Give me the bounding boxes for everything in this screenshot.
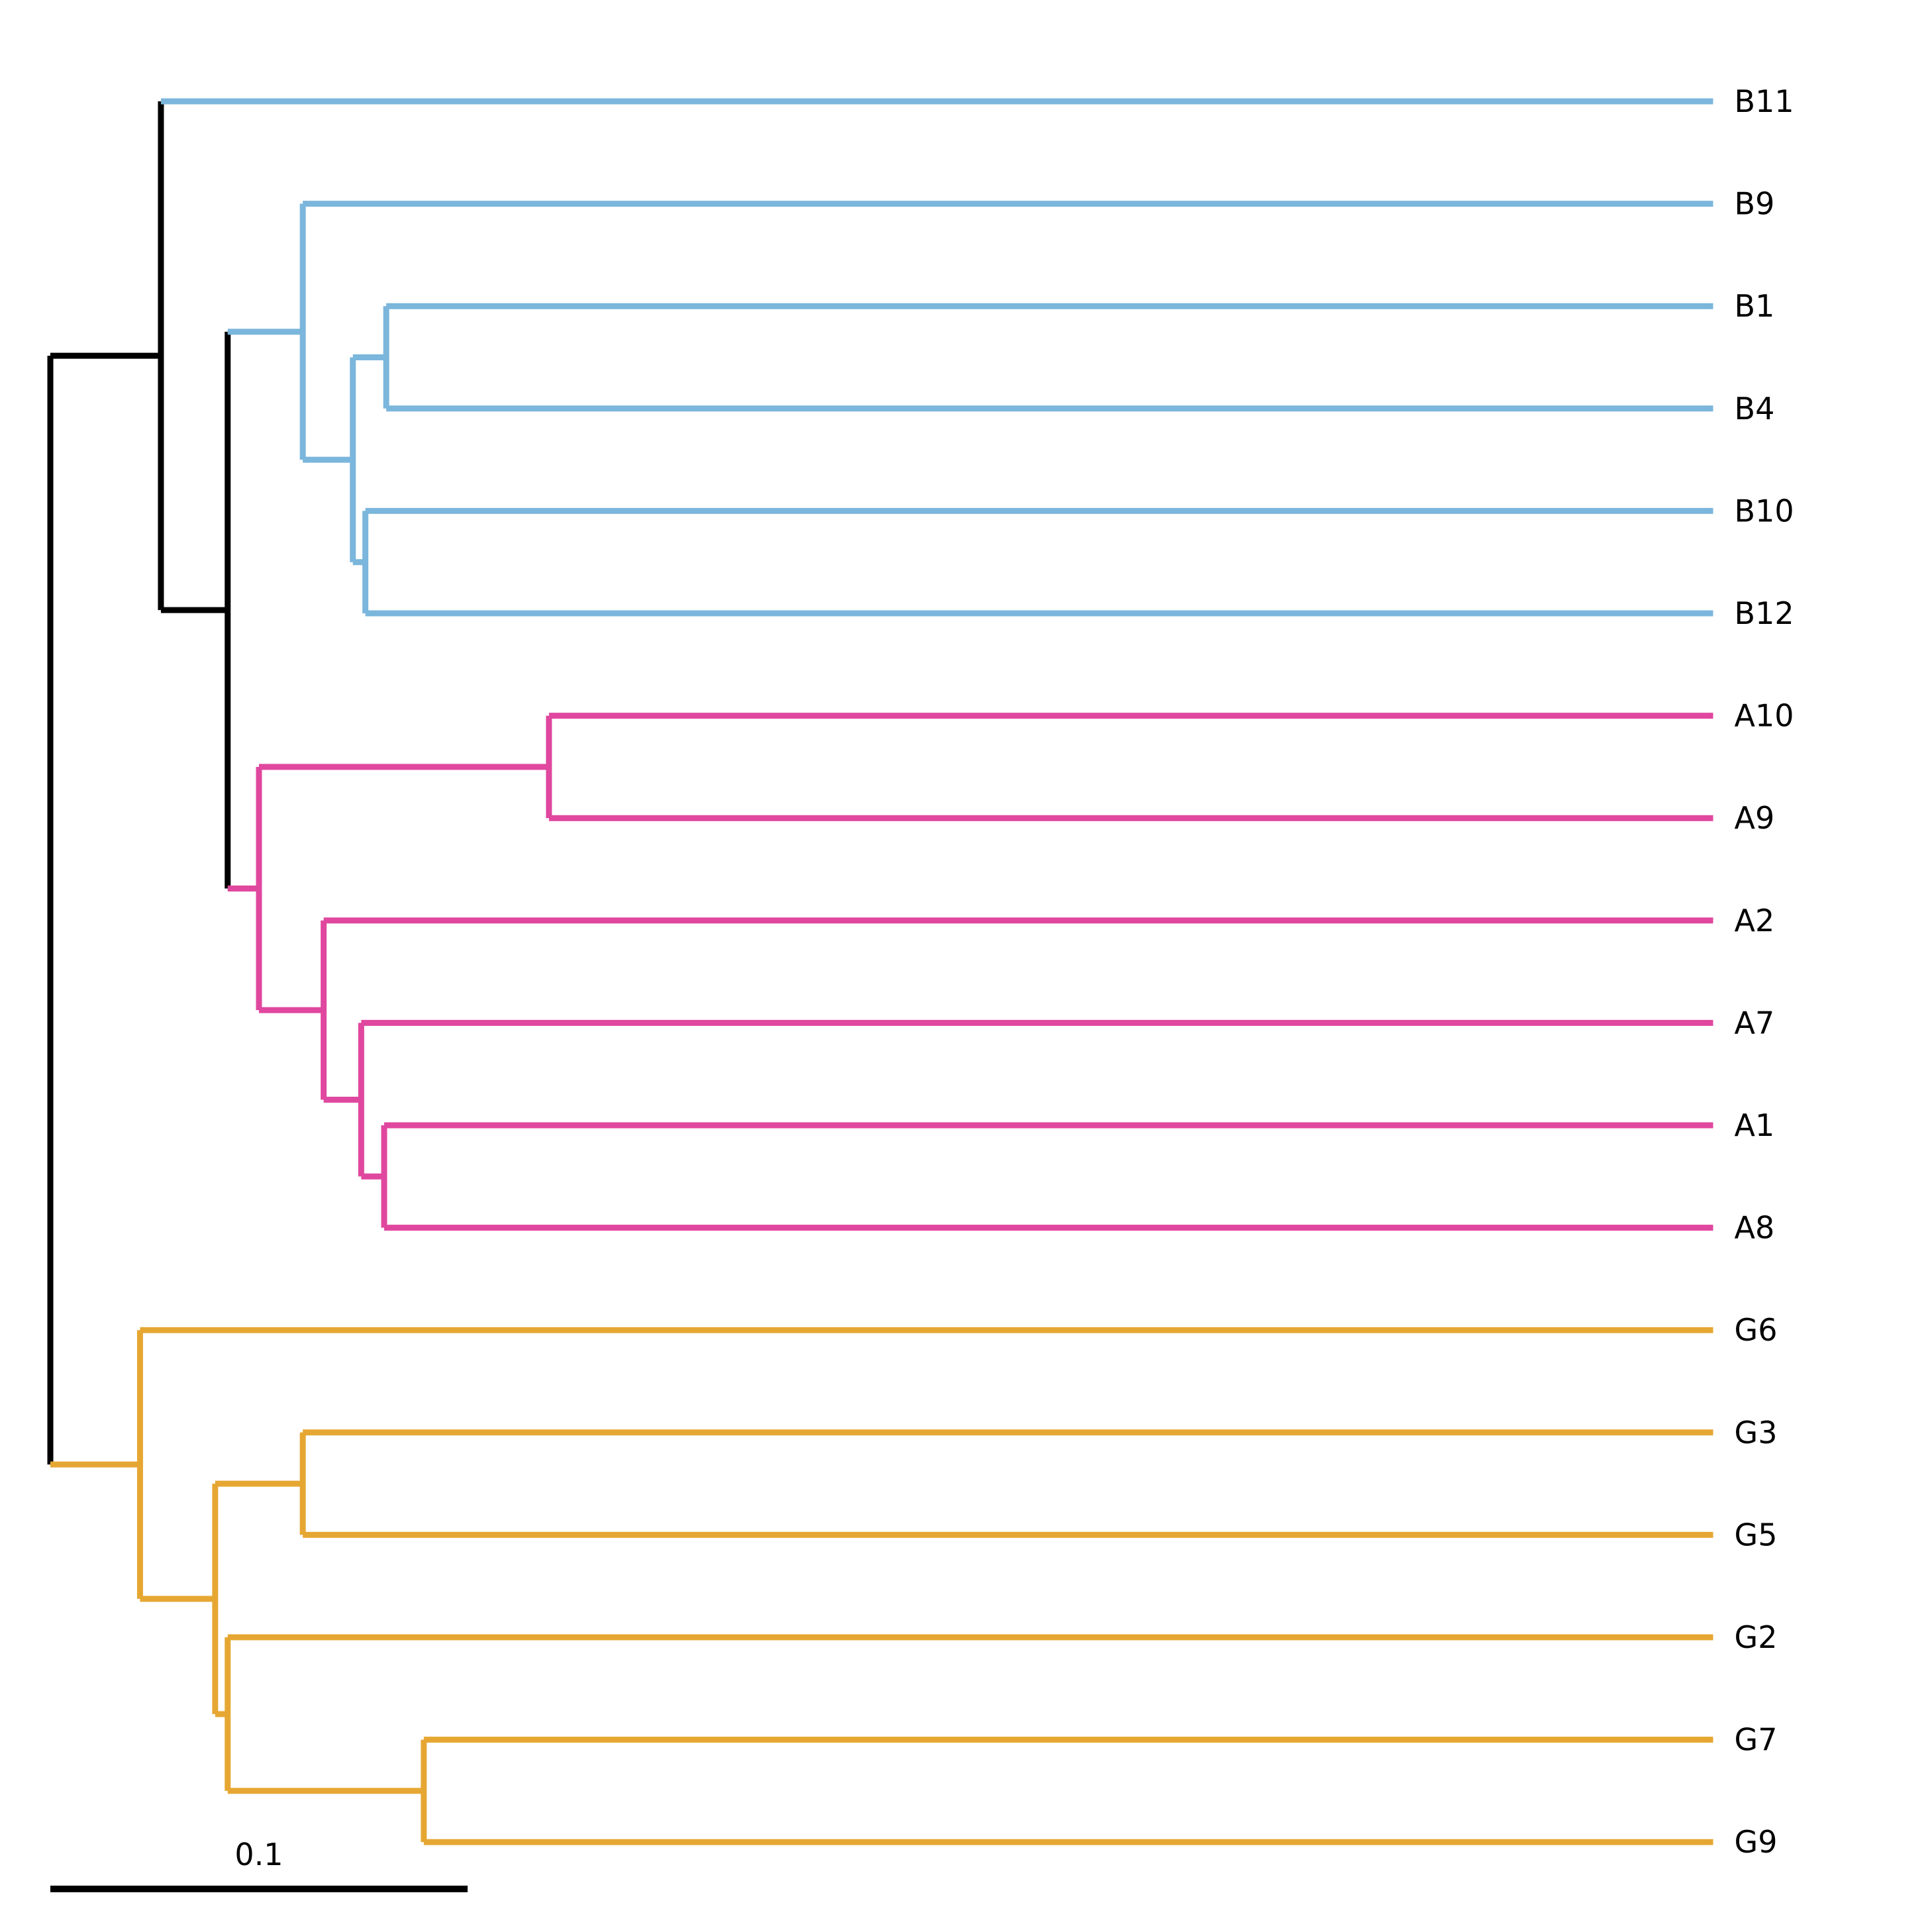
tip-label-A2: A2 — [1735, 903, 1775, 939]
scale-bar: 0.1 — [50, 1837, 468, 1892]
tip-label-G7: G7 — [1735, 1722, 1778, 1758]
tip-label-A8: A8 — [1735, 1210, 1775, 1246]
scale-bar-label: 0.1 — [234, 1837, 283, 1872]
tip-label-B10: B10 — [1735, 493, 1794, 529]
tree-branches — [47, 98, 1713, 1845]
tip-label-A10: A10 — [1735, 698, 1794, 734]
tip-label-G2: G2 — [1735, 1619, 1778, 1655]
tip-label-B1: B1 — [1735, 288, 1775, 324]
tip-label-A9: A9 — [1735, 800, 1775, 836]
tip-label-A1: A1 — [1735, 1107, 1775, 1143]
tip-label-G3: G3 — [1735, 1415, 1778, 1450]
tip-label-B12: B12 — [1735, 595, 1794, 631]
tip-label-G9: G9 — [1735, 1824, 1778, 1860]
tip-labels: B11 B9 B1 B4 B10 B12 A10 A9 A2 A7 A1 A8 G6 G3 G5 G2 G7 G9 — [1735, 83, 1794, 1860]
tip-label-B4: B4 — [1735, 391, 1775, 427]
tip-label-G6: G6 — [1735, 1312, 1778, 1348]
tip-label-B9: B9 — [1735, 186, 1775, 222]
tip-label-A7: A7 — [1735, 1005, 1775, 1041]
tip-label-B11: B11 — [1735, 83, 1794, 119]
tip-label-G5: G5 — [1735, 1517, 1778, 1552]
